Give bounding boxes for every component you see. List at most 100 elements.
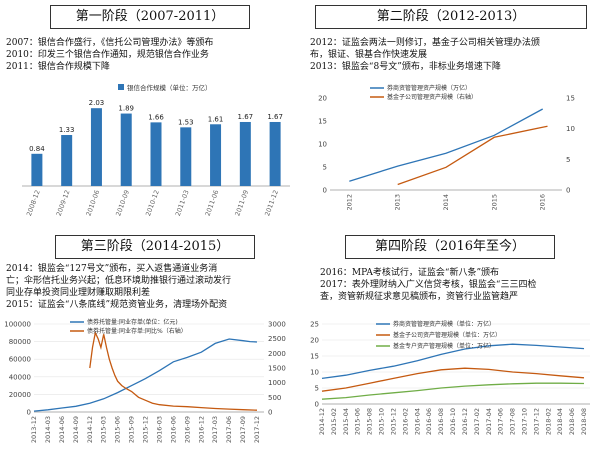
x-tick-label: 2011-09 [233,189,250,217]
x-tick-label: 2016-02 [401,408,409,435]
bar [180,127,192,186]
bar-value-label: 2.03 [89,99,105,107]
panel-3-line: 2015：证监会“八条底线”规范资管业务，清理场外配资 [6,300,228,310]
y-right-tick-label: 10 [566,125,575,133]
y-left-tick-label: 25 [310,321,319,329]
y-left-tick-label: 0 [27,409,31,417]
x-tick-label: 2008-12 [25,189,42,217]
panel-2-line: 2013：银监会“8号文”颁布，非标业务增速下降 [310,62,501,72]
series-line [89,330,258,411]
x-tick-label: 2015-12 [142,416,150,443]
bar-value-label: 1.89 [118,105,134,113]
x-tick-label: 2016-08 [437,408,445,435]
panel-3-desc: 2014：银监会“127号文”颁布，买入返售通道业务消 亡；伞形信托业务兴起；低… [6,263,231,311]
y-right-tick-label: 2500 [268,335,286,343]
panel-3-line: 2014：银监会“127号文”颁布，买入返售通道业务消 [6,264,218,274]
legend-swatch [118,84,124,90]
y-right-tick-label: 1000 [268,379,286,387]
series-line [33,338,258,412]
y-left-tick-label: 0 [323,187,327,195]
x-tick-label: 2016-03 [155,416,163,443]
bar [269,121,281,186]
series-line [349,108,544,182]
x-tick-label: 2014-06 [58,416,66,443]
x-tick-label: 2014-03 [44,416,52,443]
panel-stage-3: 第三阶段（2014-2015） 2014：银监会“127号文”颁布，买入返售通道… [0,230,300,459]
x-tick-label: 2015-09 [128,416,136,443]
y-left-tick-label: 10 [318,141,327,149]
x-tick-label: 2017-12 [532,408,540,435]
chart-yinxin-bar: 银信合作规模（单位：万亿） 0.84 2008-12 1.33 2009-12 2.03 2… [22,83,290,217]
y-right-tick-label: 3000 [268,321,286,329]
x-tick-label: 2017-03 [211,416,219,443]
panel-3-line: 同业存单投资同业理财赚取期限利差 [6,288,151,298]
x-tick-label: 2017-12 [253,416,261,443]
panel-3-line: 亡；伞形信托业务兴起；低息环境助推银行通过滚动发行 [6,276,232,286]
panel-1-title: 第一阶段（2007-2011） [50,5,250,29]
y-left-tick-label: 15 [318,118,327,126]
x-tick-label: 2015-08 [366,408,374,435]
panel-stage-2: 第二阶段（2012-2013） 2012：证监会两法一则修订，基金子公司相关管理… [300,0,600,230]
y-left-tick-label: 60000 [9,356,31,364]
y-left-tick-label: 80000 [9,338,31,346]
x-tick-label: 2016-12 [197,416,205,443]
legend-label: 银信合作规模（单位：万亿） [127,83,212,92]
panel-2-desc: 2012：证监会两法一则修订，基金子公司相关管理办法颁 布，银证、银基合作快速发… [310,37,540,73]
x-tick-label: 2009-12 [55,189,72,217]
panel-2-line: 布，银证、银基合作快速发展 [310,50,428,60]
panel-2-line: 2012：证监会两法一则修订，基金子公司相关管理办法颁 [310,38,540,48]
panel-1-line: 2011：银信合作规模下降 [6,62,110,72]
legend-label: 债券托管量:同业存单:同比%（右轴） [87,327,187,335]
x-tick-label: 2016-12 [461,408,469,435]
bar-value-label: 1.53 [178,118,194,126]
panel-2-title: 第二阶段（2012-2013） [315,5,587,29]
chart-broker-fund-sub: 0 5 10 15 20 0 5 10 15 2012 2013 2014 2015 2016 券商资管管理… [318,84,575,211]
x-tick-label: 2015 [490,194,498,211]
y-left-tick-label: 10 [310,369,319,377]
y-left-tick-label: 0 [315,401,319,409]
x-tick-label: 2017-08 [509,408,517,435]
x-tick-label: 2016-09 [183,416,191,443]
x-tick-label: 2016-06 [425,408,433,435]
y-left-tick-label: 5 [315,385,319,393]
x-tick-label: 2018-02 [544,408,552,435]
bar-value-label: 1.33 [59,126,75,134]
y-right-tick-label: 15 [566,95,575,103]
legend-label: 基金专户资产管理规模（单位：万亿） [393,342,495,350]
y-right-tick-label: 0 [566,187,570,195]
x-tick-label: 2017-02 [473,408,481,435]
y-left-tick-label: 15 [310,353,319,361]
panel-stage-1: 第一阶段（2007-2011） 2007：银信合作盛行，《信托公司管理办法》等颁… [0,0,300,230]
x-tick-label: 2016-04 [413,408,421,435]
x-tick-label: 2014-09 [72,416,80,443]
x-tick-label: 2017-06 [497,408,505,435]
legend-label: 券商资管管理资产规模（万亿） [387,84,471,92]
x-tick-label: 2011-03 [174,189,191,217]
x-tick-label: 2015-12 [389,408,397,435]
bar [239,121,251,186]
legend-label: 基金子公司管理资产规模（右轴） [387,93,477,101]
x-tick-label: 2017-09 [239,416,247,443]
x-tick-label: 2011-06 [204,189,221,217]
panel-1-line: 2007：银信合作盛行，《信托公司管理办法》等颁布 [6,38,214,48]
x-tick-label: 2017-06 [225,416,233,443]
y-left-tick-label: 5 [323,164,327,172]
y-right-tick-label: 0 [268,409,272,417]
bar [61,135,73,186]
y-right-tick-label: 500 [268,394,281,402]
panel-4-line: 2017：表外理财纳入广义信贷考核，银监会“三三四检 [320,280,537,290]
x-tick-label: 2016-06 [169,416,177,443]
x-tick-label: 2013-12 [30,416,38,443]
legend-label: 券商资管管理资产规模（单位：万亿） [393,320,495,328]
x-tick-label: 2018-08 [580,408,588,435]
legend-label: 基金子公司资产管理规模（单位：万亿） [393,331,501,339]
panel-4-line: 查，资管新规征求意见稿颁布，资管行业监管趋严 [320,292,519,302]
x-tick-label: 2014-12 [318,408,326,435]
x-tick-label: 2010-12 [144,189,161,217]
x-tick-label: 2015-06 [354,408,362,435]
y-left-tick-label: 20000 [9,391,31,399]
y-left-tick-label: 20 [318,95,327,103]
x-tick-label: 2010-06 [85,189,102,217]
series-line [321,343,585,380]
x-tick-label: 2015-03 [100,416,108,443]
